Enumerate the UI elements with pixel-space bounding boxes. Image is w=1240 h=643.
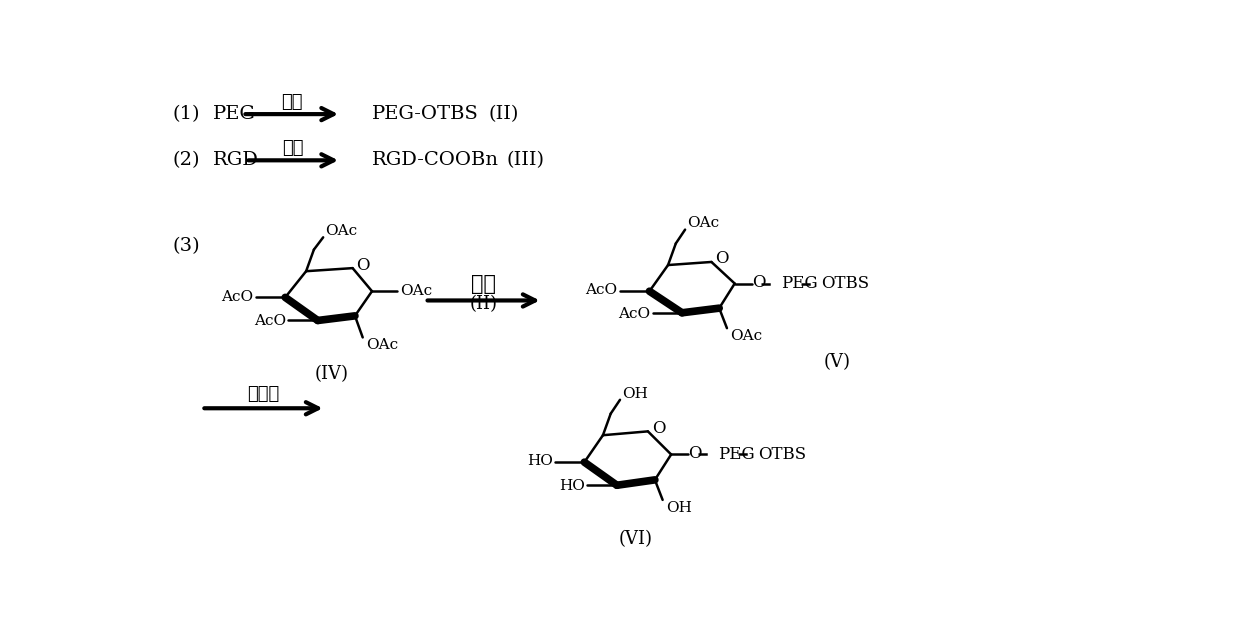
- Text: (II): (II): [470, 295, 497, 313]
- Text: HO: HO: [527, 455, 553, 468]
- Text: AcO: AcO: [618, 307, 650, 321]
- Text: (II): (II): [489, 105, 518, 123]
- Text: OH: OH: [622, 386, 649, 401]
- Text: O: O: [751, 275, 765, 291]
- Text: PEG: PEG: [213, 105, 255, 123]
- Text: PEG-OTBS: PEG-OTBS: [372, 105, 479, 123]
- Text: 成苷: 成苷: [471, 273, 496, 293]
- Text: RGD-COOBn: RGD-COOBn: [372, 151, 498, 169]
- Text: OTBS: OTBS: [758, 446, 806, 463]
- Text: AcO: AcO: [254, 314, 286, 328]
- Text: (3): (3): [172, 237, 200, 255]
- Text: (III): (III): [506, 151, 544, 169]
- Text: RGD: RGD: [213, 151, 259, 169]
- Text: (2): (2): [172, 151, 200, 169]
- Text: (IV): (IV): [315, 365, 348, 383]
- Text: O: O: [357, 257, 370, 273]
- Text: O: O: [688, 445, 702, 462]
- Text: 保护: 保护: [280, 93, 303, 111]
- Text: HO: HO: [559, 479, 585, 493]
- Text: (V): (V): [823, 353, 851, 371]
- Text: OTBS: OTBS: [821, 275, 869, 292]
- Text: OAc: OAc: [730, 329, 763, 343]
- Text: OAc: OAc: [325, 224, 357, 238]
- Text: AcO: AcO: [221, 289, 253, 303]
- Text: PEG: PEG: [718, 446, 754, 463]
- Text: PEG: PEG: [781, 275, 818, 292]
- Text: 保护: 保护: [283, 139, 304, 157]
- Text: 脱保护: 脱保护: [247, 385, 280, 403]
- Text: (VI): (VI): [619, 530, 652, 548]
- Text: O: O: [652, 420, 666, 437]
- Text: (1): (1): [172, 105, 200, 123]
- Text: OAc: OAc: [366, 338, 398, 352]
- Text: AcO: AcO: [585, 284, 618, 298]
- Text: O: O: [715, 250, 729, 267]
- Text: OH: OH: [666, 501, 692, 514]
- Text: OAc: OAc: [399, 284, 432, 298]
- Text: OAc: OAc: [687, 217, 719, 230]
